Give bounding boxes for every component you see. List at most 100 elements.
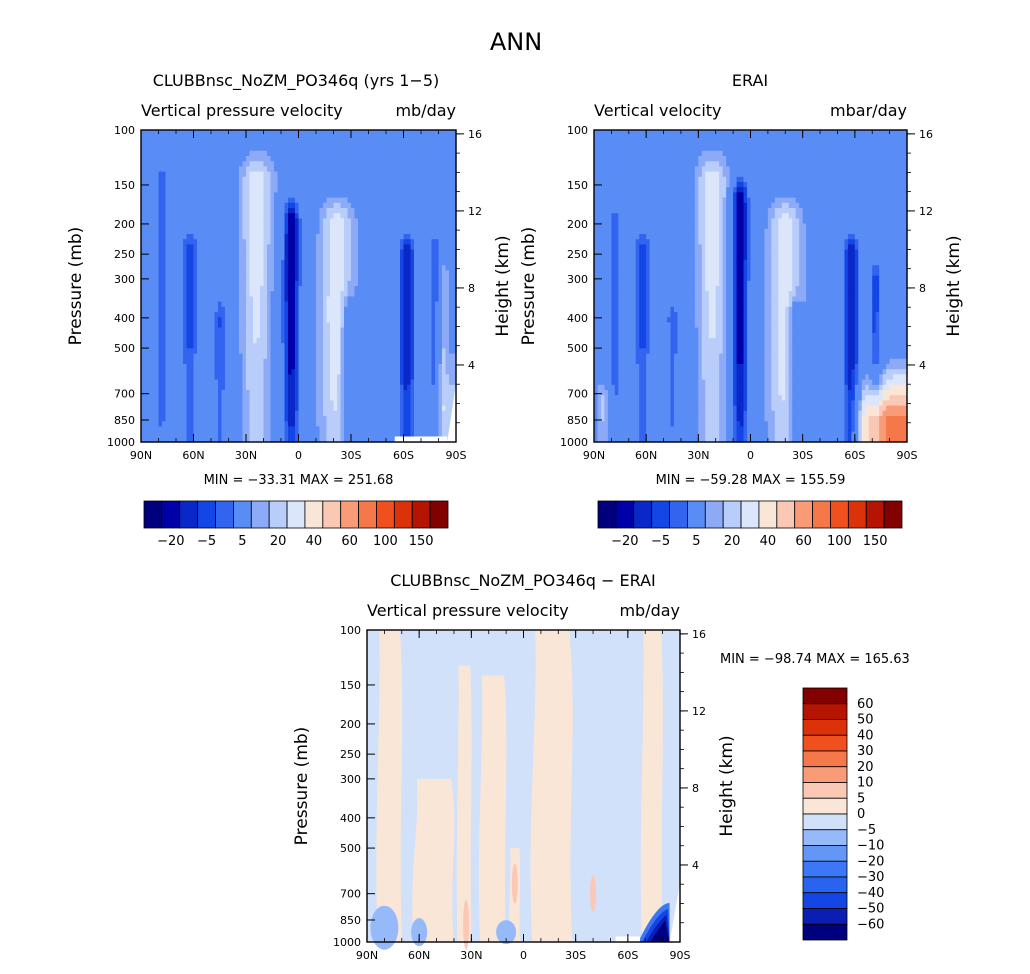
field-cell [410,384,415,391]
field-cell [165,384,170,391]
field-cell [358,400,363,407]
field-cell [260,150,265,157]
field-cell [256,260,261,266]
field-cell [162,244,167,251]
field-cell [197,421,202,427]
field-cell [295,379,300,386]
field-cell [295,390,300,396]
field-cell [225,156,230,162]
field-cell [190,327,195,334]
field-cell [368,176,373,183]
field-cell [312,192,317,199]
field-cell [417,306,422,313]
field-cell [389,395,394,401]
field-cell [347,197,352,204]
field-cell [309,353,314,360]
field-cell [347,400,352,407]
field-cell [249,192,254,199]
field-cell [221,135,226,141]
field-cell [193,218,198,225]
field-cell [354,140,359,147]
field-cell [337,234,342,240]
field-cell [365,275,370,282]
field-cell [263,171,268,178]
field-cell [333,213,338,219]
field-cell [249,410,254,417]
field-cell [375,161,380,167]
field-cell [414,171,419,178]
field-cell [421,182,426,188]
field-cell [386,426,391,433]
field-cell [172,306,177,313]
field-cell [372,410,377,417]
field-cell [291,176,296,183]
field-cell [372,327,377,334]
field-cell [347,410,352,417]
field-cell [407,280,412,287]
field-cell [221,265,226,271]
field-cell [354,234,359,240]
field-cell [246,166,251,173]
field-cell [242,369,247,375]
field-cell [165,390,170,396]
field-cell [298,338,303,344]
field-cell [270,416,275,422]
field-cell [246,275,251,282]
field-cell [144,379,149,386]
field-cell [330,332,335,339]
field-cell [277,379,282,386]
field-cell [351,369,356,375]
field-cell [214,317,219,323]
field-cell [151,358,156,365]
field-cell [186,416,191,422]
field-cell [410,145,415,152]
field-cell [389,374,394,381]
field-cell [333,270,338,277]
field-cell [295,202,300,209]
field-cell [291,187,296,193]
field-cell [403,421,408,427]
field-cell [151,400,156,407]
field-cell [148,161,153,167]
field-cell [309,223,314,230]
field-cell [211,280,216,287]
field-cell [382,317,387,323]
field-cell [340,353,345,360]
field-cell [323,171,328,178]
field-cell [256,332,261,339]
field-cell [277,176,282,183]
field-cell [211,213,216,219]
field-cell [148,265,153,271]
field-cell [260,280,265,287]
field-cell [417,358,422,365]
field-cell [193,244,198,251]
field-cell [274,286,279,292]
field-cell [225,327,230,334]
field-cell [263,364,268,370]
field-cell [337,130,342,136]
field-cell [386,317,391,323]
field-cell [158,301,163,308]
field-cell [186,145,191,152]
field-cell [158,202,163,209]
field-cell [368,431,373,438]
field-cell [239,291,244,297]
field-cell [396,400,401,407]
field-cell [148,306,153,313]
field-cell [141,317,146,323]
field-cell [284,301,289,308]
field-cell [400,286,405,292]
field-cell [354,390,359,396]
field-cell [218,213,223,219]
field-cell [200,192,205,199]
field-cell [351,416,356,422]
field-cell [302,166,307,173]
field-cell [221,338,226,344]
field-cell [316,254,321,261]
field-cell [221,426,226,433]
field-cell [144,260,149,266]
field-cell [225,145,230,152]
field-cell [407,426,412,433]
field-cell [389,379,394,386]
field-cell [246,208,251,214]
